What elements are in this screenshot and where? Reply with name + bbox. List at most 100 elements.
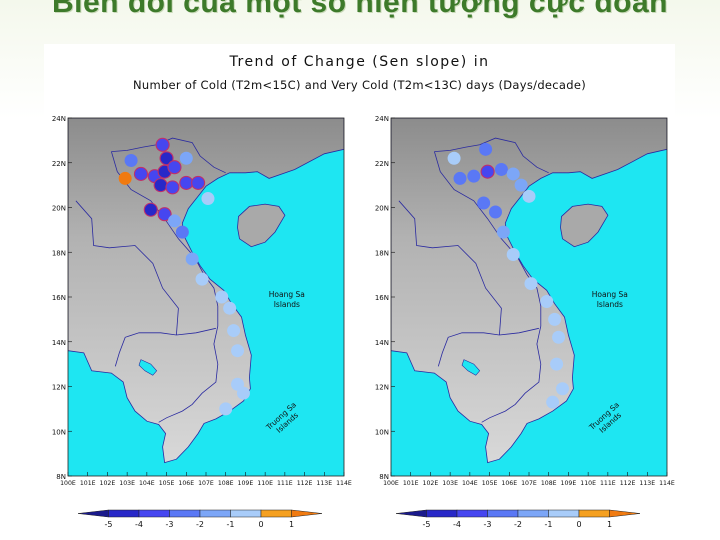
station-point — [453, 171, 467, 185]
lat-tick-label: 8N — [56, 473, 66, 481]
station-point — [157, 207, 172, 222]
lon-tick-label: 102E — [423, 480, 439, 487]
hainan-island — [560, 203, 609, 248]
station-point — [522, 189, 536, 203]
hoang-sa-label-2: Islands — [274, 300, 300, 309]
station-point — [201, 192, 215, 206]
station-point — [191, 175, 206, 190]
colorbar-segment — [426, 509, 458, 518]
colorbar-segment — [456, 509, 488, 518]
lon-tick-label: 103E — [442, 480, 458, 487]
lat-tick-label: 16N — [375, 294, 389, 302]
station-point — [215, 290, 229, 304]
lon-tick-label: 104E — [462, 480, 478, 487]
colorbar-label: -1 — [227, 520, 235, 529]
station-point — [488, 205, 502, 219]
station-point — [227, 324, 241, 338]
colorbar-label: 0 — [576, 520, 581, 529]
cambodia-border — [437, 327, 539, 367]
china-border — [111, 137, 226, 174]
station-point — [550, 357, 564, 371]
map-area — [68, 118, 344, 476]
colorbar-segment — [230, 509, 262, 518]
station-point — [165, 180, 180, 195]
lon-tick-label: 105E — [159, 480, 175, 487]
slide-title: Biến đổi của một số hiện tượng cực đoan — [52, 0, 668, 19]
station-point — [159, 151, 174, 166]
lat-tick-label: 12N — [375, 384, 389, 392]
lon-tick-label: 100E — [60, 480, 76, 487]
station-point — [167, 214, 181, 228]
lon-tick-label: 107E — [521, 480, 537, 487]
colorbar-label: -4 — [453, 520, 461, 529]
lat-tick-label: 14N — [375, 339, 389, 347]
station-point — [479, 142, 493, 156]
lon-tick-label: 106E — [501, 480, 517, 487]
lon-tick-label: 104E — [139, 480, 155, 487]
station-point — [179, 175, 194, 190]
colorbar-arrow-left — [77, 509, 109, 518]
colorbar-label: 1 — [607, 520, 612, 529]
lon-tick-label: 108E — [541, 480, 557, 487]
figure-subtitle: Number of Cold (T2m<15C) and Very Cold (… — [132, 78, 587, 92]
hainan-island — [237, 203, 286, 248]
lat-tick-label: 24N — [375, 115, 389, 123]
thailand-border — [75, 200, 179, 336]
station-point — [447, 151, 461, 165]
lon-tick-label: 101E — [403, 480, 419, 487]
lon-tick-label: 108E — [218, 480, 234, 487]
colorbar-label: -4 — [135, 520, 143, 529]
lon-tick-label: 110E — [580, 480, 596, 487]
lon-tick-label: 112E — [297, 480, 313, 487]
lon-tick-label: 102E — [100, 480, 116, 487]
station-point — [496, 225, 510, 239]
lon-tick-label: 112E — [620, 480, 636, 487]
colorbar-label: -2 — [514, 520, 522, 529]
lat-tick-label: 14N — [52, 339, 66, 347]
station-point — [467, 169, 481, 183]
lon-tick-label: 109E — [238, 480, 254, 487]
colorbar-segment — [108, 509, 140, 518]
lat-tick-label: 18N — [52, 249, 66, 257]
station-point — [195, 272, 209, 286]
lat-tick-label: 16N — [52, 294, 66, 302]
colorbar-segment — [578, 509, 610, 518]
colorbar-label: -3 — [484, 520, 492, 529]
station-point — [506, 247, 520, 261]
station-point — [167, 160, 182, 175]
laos-border — [434, 151, 542, 423]
colorbar-arrow-right — [291, 509, 323, 518]
colorbar-2: -5 -4 -3 -2 -1 0 1 — [395, 509, 641, 529]
station-point — [155, 137, 170, 152]
station-point — [133, 166, 148, 181]
station-point — [231, 344, 245, 358]
station-point — [143, 202, 158, 217]
station-point — [179, 151, 193, 165]
station-point — [185, 252, 199, 266]
lat-tick-label: 10N — [52, 428, 66, 436]
lat-tick-label: 24N — [52, 115, 66, 123]
station-point — [118, 171, 132, 185]
colorbar-label: -3 — [166, 520, 174, 529]
station-point — [540, 294, 554, 308]
figure-title: Trend of Change (Sen slope) in — [229, 54, 490, 70]
lat-tick-label: 18N — [375, 249, 389, 257]
station-point — [546, 395, 560, 409]
lat-tick-label: 20N — [375, 205, 389, 213]
lat-tick-label: 22N — [52, 160, 66, 168]
lon-tick-label: 111E — [600, 480, 616, 487]
station-point — [219, 402, 233, 416]
lat-tick-label: 20N — [52, 205, 66, 213]
lon-tick-label: 109E — [561, 480, 577, 487]
thailand-border — [398, 200, 502, 336]
map-frame — [390, 117, 668, 477]
station-point — [552, 330, 566, 344]
tonle-sap-lake — [138, 359, 158, 376]
lon-tick-label: 105E — [482, 480, 498, 487]
lon-tick-label: 106E — [178, 480, 194, 487]
colorbar-arrow-right — [609, 509, 641, 518]
lon-tick-label: 114E — [336, 480, 352, 487]
